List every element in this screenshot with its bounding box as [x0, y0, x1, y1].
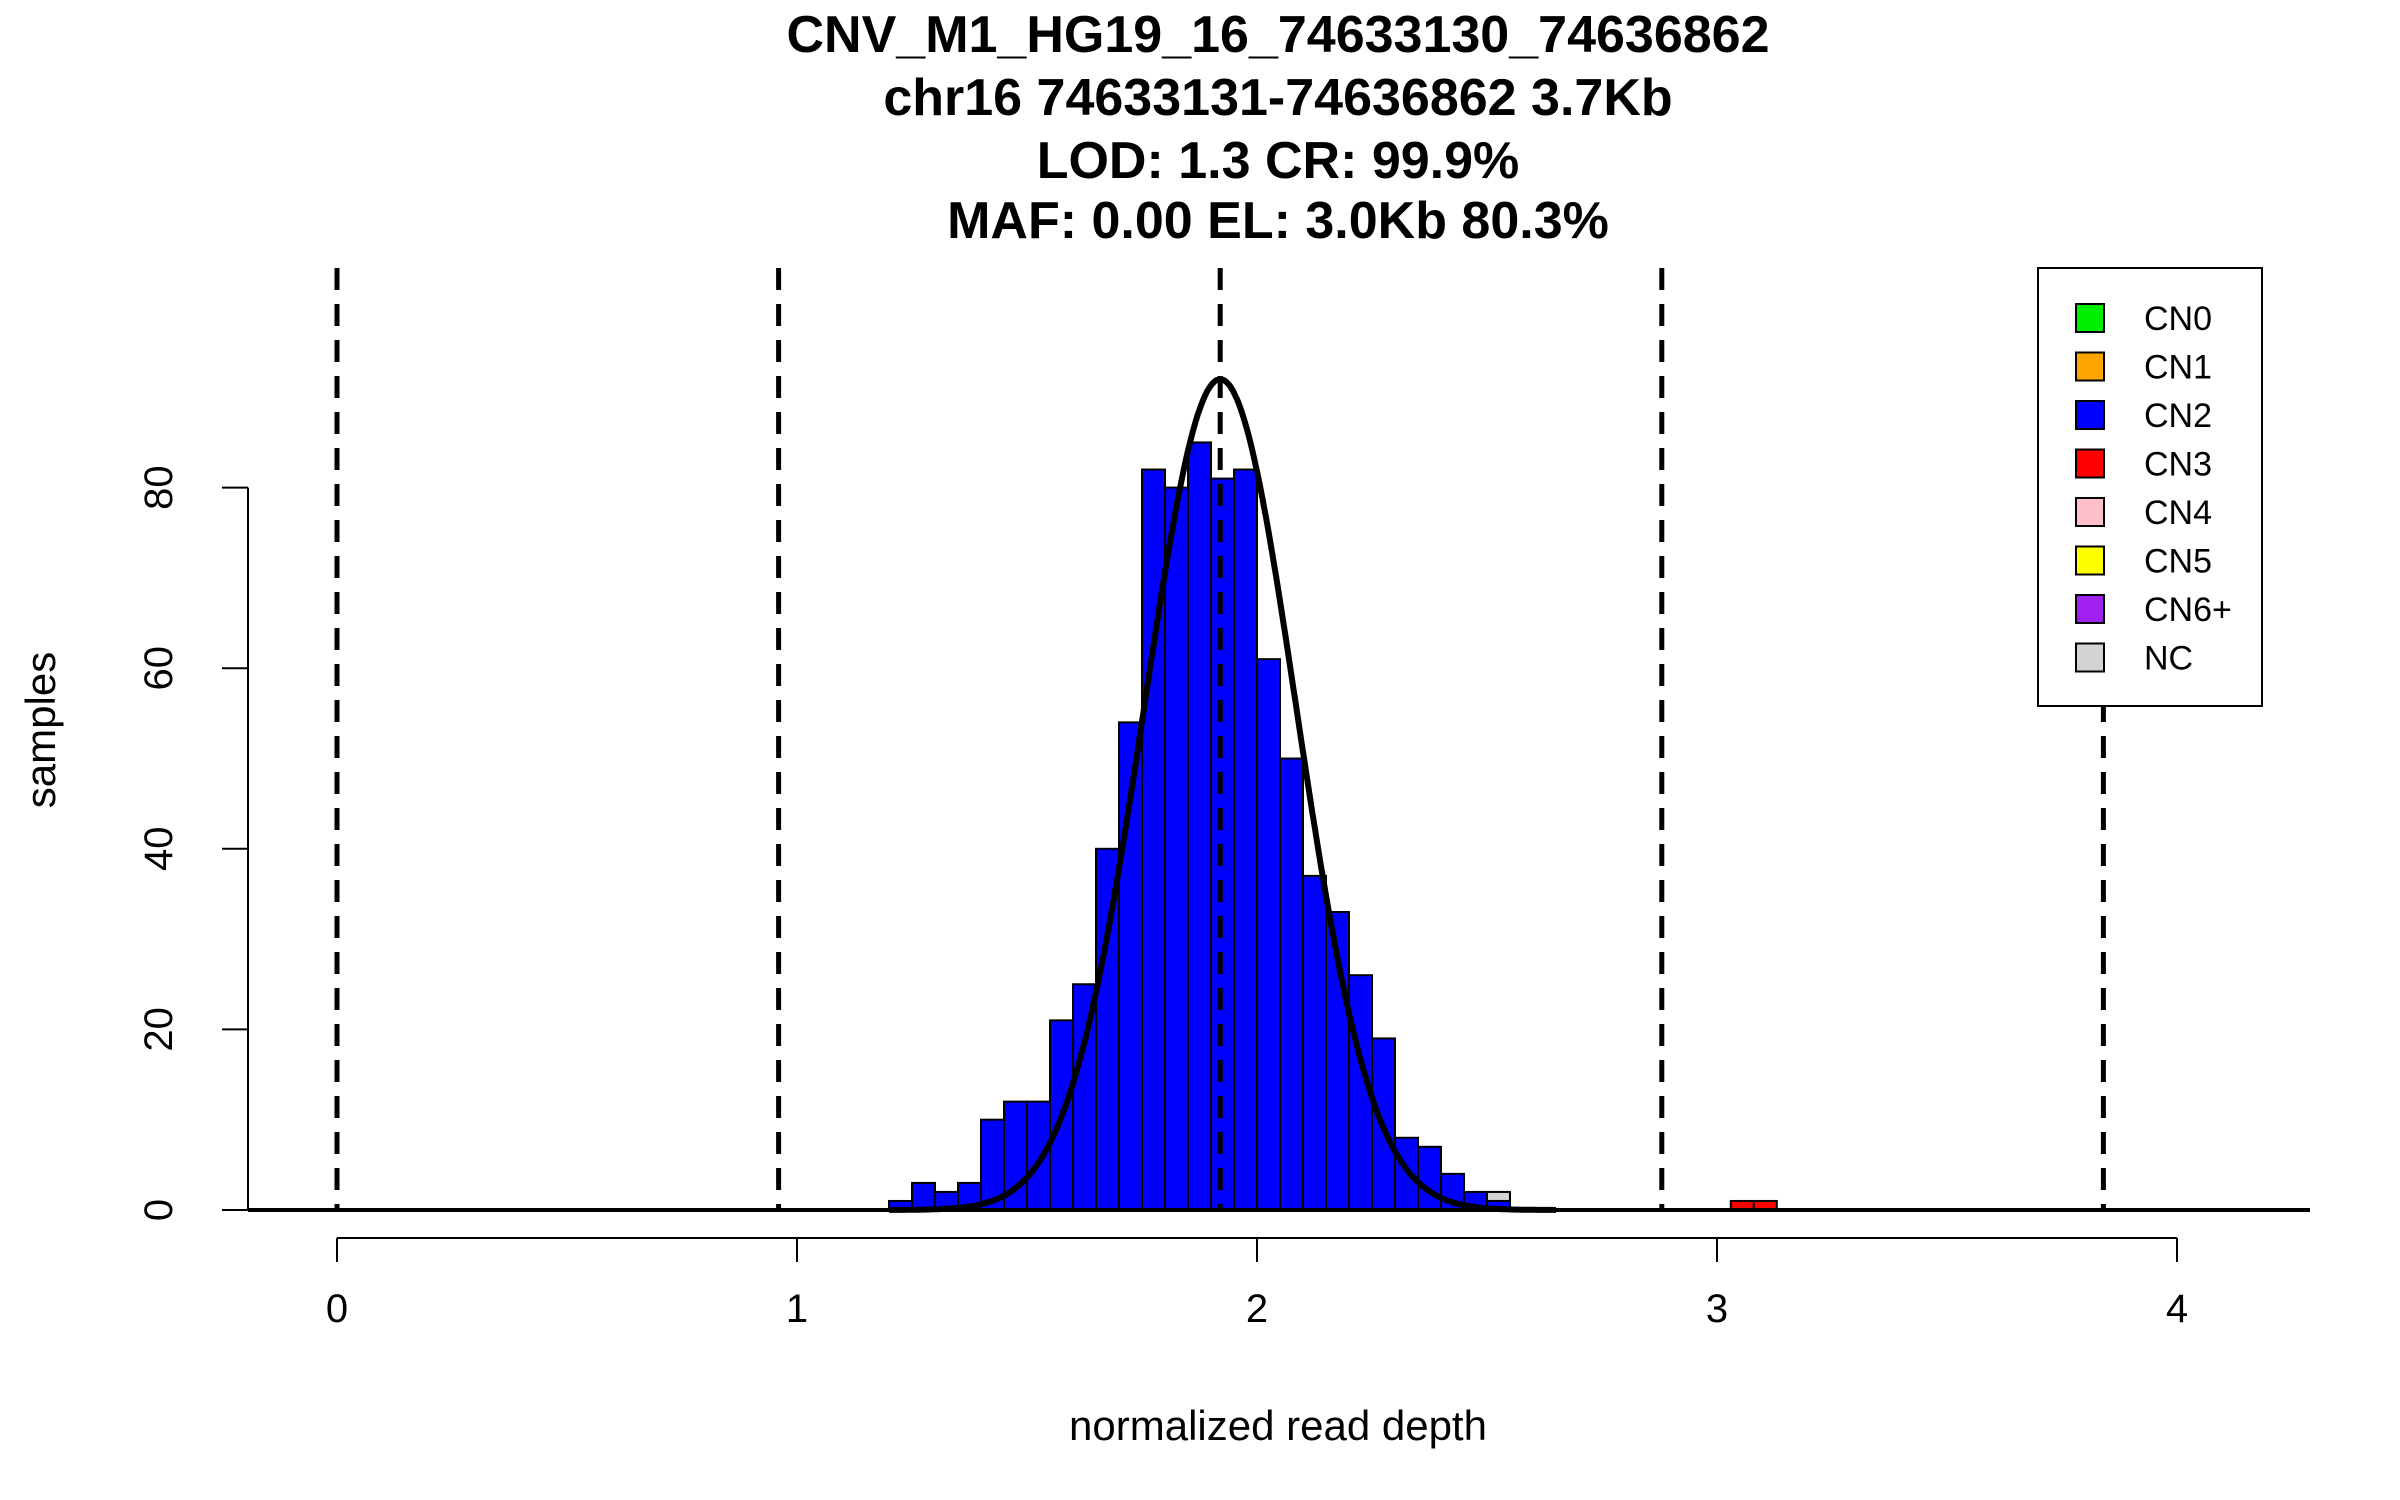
- legend-swatch-nc: [2075, 642, 2105, 673]
- legend-label-cn3: CN3: [2144, 446, 2212, 484]
- x-tick-label: 0: [326, 1287, 348, 1331]
- legend-swatch-cn2: [2075, 400, 2105, 430]
- y-tick-label: 80: [137, 465, 181, 510]
- y-tick-label: 0: [137, 1199, 181, 1221]
- legend-label-cn6plus: CN6+: [2144, 591, 2232, 629]
- x-axis-label: normalized read depth: [1069, 1402, 1487, 1449]
- title-line-2: chr16 74633131-74636862 3.7Kb: [883, 69, 1672, 127]
- bar-cn2: [1233, 468, 1258, 1212]
- bar-cn2: [1187, 441, 1212, 1211]
- y-axis-label: samples: [17, 652, 64, 808]
- legend-box: [2037, 267, 2263, 707]
- legend-swatch-cn3: [2075, 448, 2105, 479]
- x-tick-label: 3: [1706, 1287, 1728, 1331]
- legend-swatch-cn1: [2075, 351, 2105, 382]
- legend-swatch-cn6plus: [2075, 594, 2105, 624]
- x-tick-label: 4: [2166, 1287, 2188, 1331]
- density-curve: [889, 376, 1556, 1213]
- title-line-4: MAF: 0.00 EL: 3.0Kb 80.3%: [947, 192, 1609, 250]
- legend-label-cn5: CN5: [2144, 543, 2212, 581]
- legend-label-nc: NC: [2144, 640, 2193, 678]
- y-tick-label: 20: [137, 1007, 181, 1052]
- legend-label-cn2: CN2: [2144, 397, 2212, 435]
- legend-swatch-cn0: [2075, 303, 2105, 333]
- title-line-1: CNV_M1_HG19_16_74633130_74636862: [786, 6, 1769, 64]
- legend-label-cn0: CN0: [2144, 300, 2212, 338]
- legend-swatch-cn5: [2075, 545, 2105, 576]
- legend-label-cn4: CN4: [2144, 494, 2212, 532]
- y-tick-label: 40: [137, 827, 181, 872]
- bar-cn2: [911, 1181, 936, 1212]
- title-line-3: LOD: 1.3 CR: 99.9%: [1037, 132, 1520, 190]
- copy-number-dashed-lines: [334, 268, 2106, 1210]
- legend-swatch-cn4: [2075, 497, 2105, 527]
- legend: CN0 CN1 CN2 CN3 CN4 CN5 CN6+ NC: [2037, 267, 2263, 707]
- x-tick-label: 2: [1246, 1287, 1268, 1331]
- y-axis: 0 20 40 60 80: [137, 465, 249, 1221]
- bar-cn2: [1256, 658, 1281, 1211]
- x-axis: 0 1 2 3 4: [326, 1237, 2188, 1331]
- bar-cn2: [1279, 757, 1304, 1211]
- chart-title: CNV_M1_HG19_16_74633130_74636862 chr16 7…: [786, 6, 1769, 250]
- bar-cn2: [1026, 1100, 1051, 1212]
- bar-cn2: [1302, 874, 1327, 1211]
- y-tick-label: 60: [137, 646, 181, 691]
- x-tick-label: 1: [786, 1287, 808, 1331]
- histogram-bars: [888, 441, 1778, 1212]
- bar-cn2: [1417, 1145, 1442, 1212]
- bar-cn2: [1164, 486, 1189, 1212]
- legend-label-cn1: CN1: [2144, 349, 2212, 387]
- bar-nc: [1486, 1190, 1511, 1202]
